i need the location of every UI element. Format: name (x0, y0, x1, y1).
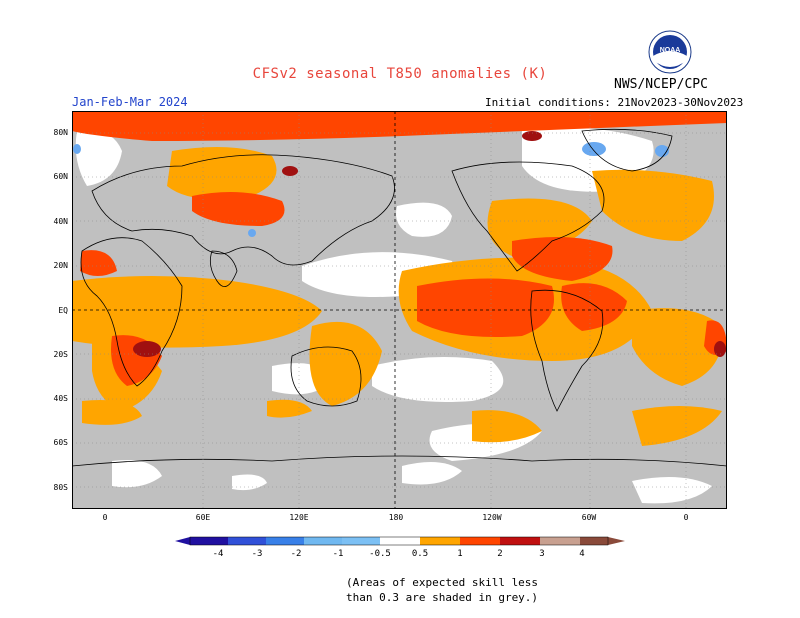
colorbar-cell (304, 537, 342, 545)
colorbar-cell (380, 537, 420, 545)
colorbar-arrow-left (175, 537, 190, 545)
lat-label: 60N (53, 172, 68, 181)
lat-label: 60S (53, 438, 68, 447)
colorbar-label: 4 (579, 549, 584, 559)
colorbar-cell (580, 537, 608, 545)
lon-label: 0 (683, 513, 689, 522)
chart-title: CFSv2 seasonal T850 anomalies (K) (252, 66, 548, 82)
colorbar-label: 2 (497, 549, 502, 559)
colorbar-label: -4 (213, 549, 224, 559)
lat-label: 20N (53, 261, 68, 270)
lat-label: 80N (53, 128, 68, 137)
colorbar-cell (500, 537, 540, 545)
lon-label: 180 (388, 513, 404, 522)
lon-label: 120W (482, 513, 502, 522)
initial-conditions: Initial conditions: 21Nov2023-30Nov2023 (485, 96, 744, 109)
footnote-line: (Areas of expected skill less (346, 576, 539, 589)
skill-footnote: (Areas of expected skill less than 0.3 a… (346, 575, 538, 605)
agency-label: NWS/NCEP/CPC (614, 77, 708, 92)
red-orange-regions (72, 111, 727, 386)
lon-label: 120E (289, 513, 309, 522)
lon-label: 0 (102, 513, 108, 522)
forecast-period: Jan-Feb-Mar 2024 (72, 95, 188, 109)
colorbar-label: -0.5 (369, 549, 391, 559)
colorbar-arrow-right (608, 537, 625, 545)
colorbar-label: -1 (333, 549, 344, 559)
colorbar-label: -2 (291, 549, 302, 559)
colorbar-cell (266, 537, 304, 545)
coastlines (72, 128, 727, 467)
lon-label: 60W (581, 513, 597, 522)
lat-label: 20S (53, 350, 68, 359)
logo-text: NOAA (660, 47, 681, 54)
colorbar-label: -3 (252, 549, 263, 559)
dark-red-regions (133, 131, 726, 357)
colorbar-cell (342, 537, 380, 545)
colorbar-cell (420, 537, 460, 545)
noaa-logo: NOAA (648, 30, 692, 74)
colorbar-label: 1 (457, 549, 462, 559)
lat-label: 40N (53, 217, 68, 226)
anomaly-map (72, 111, 727, 509)
colorbar-cell (460, 537, 500, 545)
footnote-line: than 0.3 are shaded in grey.) (346, 591, 539, 604)
colorbar-cell (190, 537, 228, 545)
colorbar-cell (228, 537, 266, 545)
lat-label: EQ (58, 306, 68, 315)
colorbar-cell (540, 537, 580, 545)
colorbar-label: 3 (539, 549, 544, 559)
lat-label: 80S (53, 483, 68, 492)
lat-label: 40S (53, 394, 68, 403)
colorbar-label: 0.5 (412, 549, 428, 559)
blue-regions (73, 142, 669, 237)
lon-label: 60E (195, 513, 211, 522)
map-frame (72, 111, 727, 509)
colorbar: -4 -3 -2 -1 -0.5 0.5 1 2 3 4 (175, 536, 625, 559)
